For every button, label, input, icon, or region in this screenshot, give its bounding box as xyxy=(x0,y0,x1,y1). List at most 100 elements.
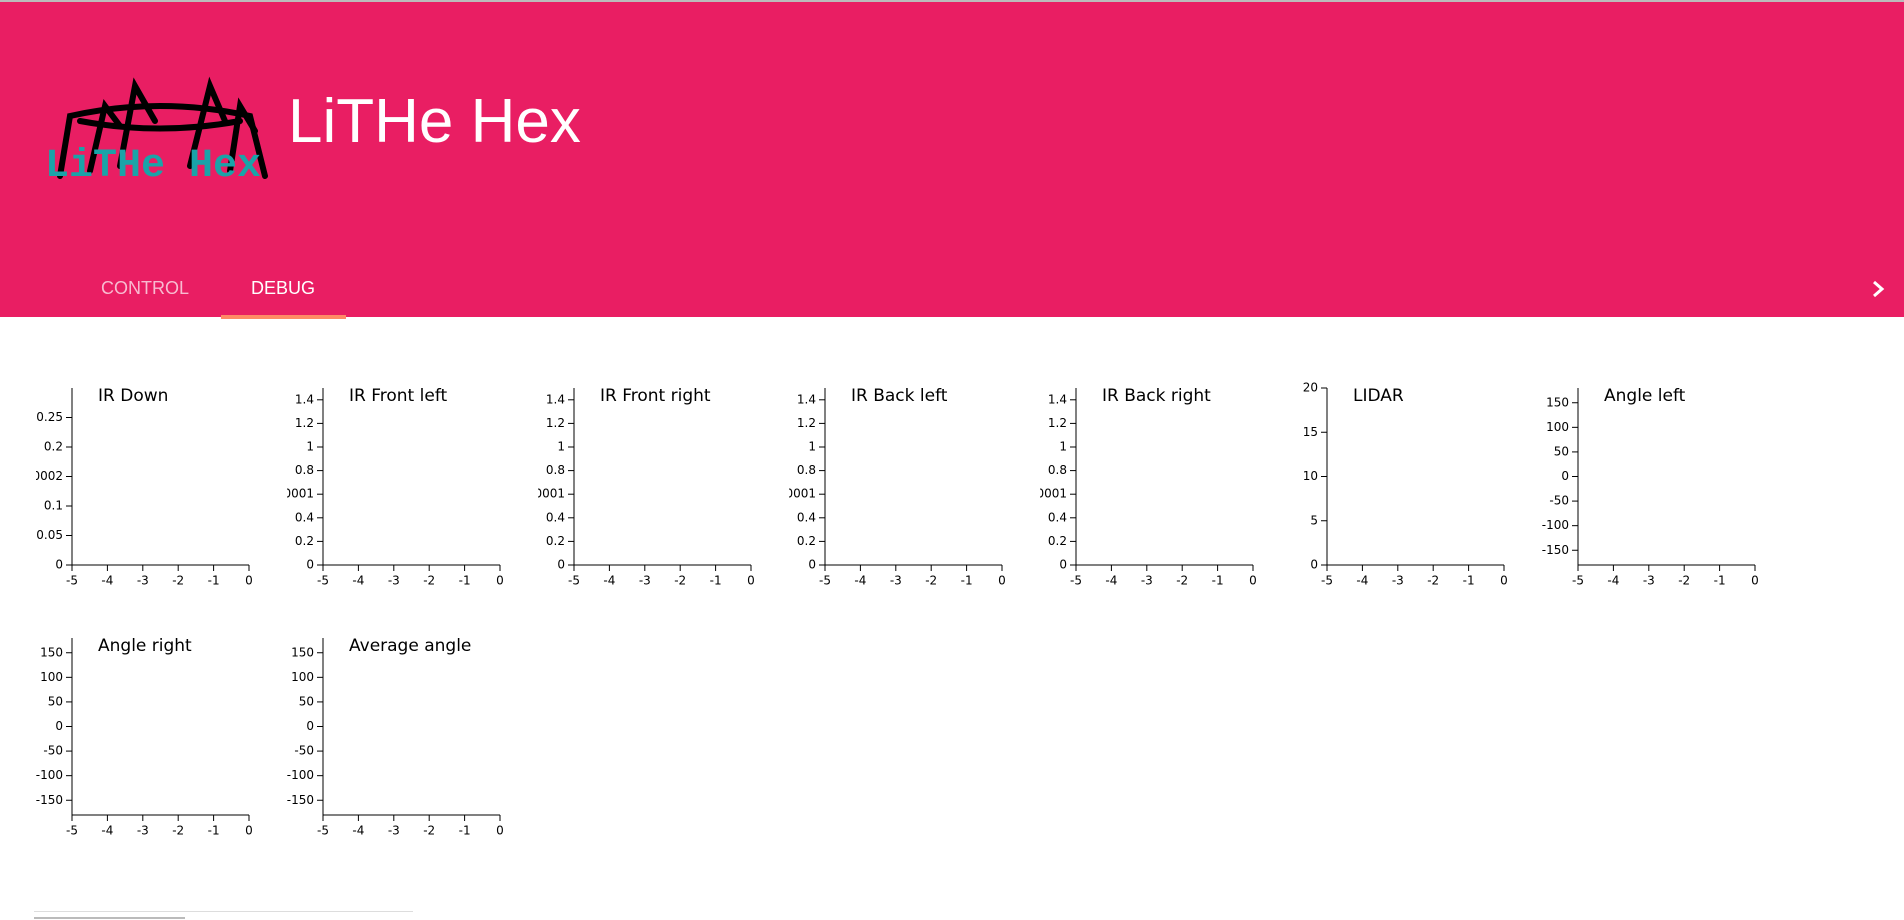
x-tick-label: -5 xyxy=(66,574,78,588)
y-tick-label: 5 xyxy=(1310,513,1318,527)
y-tick-label: 50 xyxy=(299,694,314,708)
y-tick-label: 0 xyxy=(1561,469,1569,483)
y-tick-label: 0 xyxy=(808,558,816,572)
y-tick-label: 150 xyxy=(1546,395,1569,409)
x-tick-label: -4 xyxy=(854,574,866,588)
y-tick-label: -50 xyxy=(1549,494,1569,508)
x-tick-label: -2 xyxy=(1427,574,1439,588)
y-tick-label: 1.2 xyxy=(546,416,565,430)
chart-title: IR Down xyxy=(98,386,168,406)
chart-title: IR Front right xyxy=(600,386,711,406)
y-tick-label: 0.2 xyxy=(1048,534,1067,548)
x-tick-label: -3 xyxy=(1643,574,1655,588)
chart: IR Front right 0 0.2 0.4 0.6000000000000001 0… xyxy=(538,386,755,588)
chart-title: Angle right xyxy=(98,636,192,656)
y-tick-label: -100 xyxy=(36,768,63,782)
y-tick-label: 0.6000000000000001 xyxy=(287,487,314,501)
app-title: LiTHe Hex xyxy=(288,87,581,156)
x-tick-label: 0 xyxy=(496,824,504,838)
y-tick-label: 0.8 xyxy=(797,463,816,477)
x-tick-label: 0 xyxy=(1751,574,1759,588)
y-tick-label: 0.2 xyxy=(44,440,63,454)
y-tick-label: 0 xyxy=(306,719,314,733)
tab[interactable]: DEBUG xyxy=(251,278,316,298)
x-tick-label: -4 xyxy=(603,574,615,588)
y-tick-label: 1.4 xyxy=(546,392,565,406)
x-tick-label: -5 xyxy=(66,824,78,838)
scroll-right-button[interactable] xyxy=(1866,274,1890,304)
x-tick-label: -4 xyxy=(101,574,113,588)
y-tick-label: -150 xyxy=(1542,543,1569,557)
y-tick-label: 100 xyxy=(291,670,314,684)
y-tick-label: 0 xyxy=(557,558,565,572)
chart-title: Average angle xyxy=(349,636,471,656)
y-tick-label: 15 xyxy=(1303,425,1318,439)
y-tick-label: 0.2 xyxy=(797,534,816,548)
chart: Average angle -150 -100 -50 0 50 100 150 -5 -4 -3 -… xyxy=(287,636,504,838)
y-tick-label: 0 xyxy=(306,558,314,572)
x-tick-label: -5 xyxy=(1321,574,1333,588)
x-tick-label: -4 xyxy=(352,824,364,838)
x-tick-label: -4 xyxy=(1105,574,1117,588)
x-tick-label: -5 xyxy=(819,574,831,588)
x-tick-label: -5 xyxy=(317,574,329,588)
y-tick-label: 0.6000000000000001 xyxy=(538,487,565,501)
x-tick-label: -2 xyxy=(423,824,435,838)
x-tick-label: -1 xyxy=(208,574,220,588)
x-tick-label: -2 xyxy=(925,574,937,588)
y-tick-label: 150 xyxy=(40,645,63,659)
y-tick-label: 150 xyxy=(291,645,314,659)
y-tick-label: 50 xyxy=(1554,444,1569,458)
x-tick-label: -2 xyxy=(172,824,184,838)
x-tick-label: -4 xyxy=(101,824,113,838)
chart: IR Front left 0 0.2 0.4 0.6000000000000001 0.… xyxy=(287,386,504,588)
app-header: LiTHe Hex LiTHe Hex CONTROL DEBUG xyxy=(0,0,1904,319)
y-tick-label: -100 xyxy=(1542,518,1569,532)
chart-title: LIDAR xyxy=(1353,386,1404,406)
y-tick-label: 1.4 xyxy=(1048,392,1067,406)
x-tick-label: 0 xyxy=(1500,574,1508,588)
x-tick-label: -1 xyxy=(1463,574,1475,588)
y-tick-label: 0.15000000000000002 xyxy=(36,469,63,483)
x-tick-label: -3 xyxy=(639,574,651,588)
x-tick-label: -2 xyxy=(1678,574,1690,588)
x-tick-label: -3 xyxy=(1392,574,1404,588)
chart: IR Down 0 0.05 0.1 0.15000000000000002 0.2 0.2… xyxy=(36,386,253,588)
y-tick-label: 1.2 xyxy=(1048,416,1067,430)
y-tick-label: 20 xyxy=(1303,381,1318,395)
x-tick-label: 0 xyxy=(496,574,504,588)
y-tick-label: 1 xyxy=(557,440,565,454)
x-tick-label: -3 xyxy=(137,824,149,838)
x-tick-label: 0 xyxy=(998,574,1006,588)
y-tick-label: 1.2 xyxy=(295,416,314,430)
chart: IR Back left 0 0.2 0.4 0.6000000000000001 0.8… xyxy=(789,386,1006,588)
chart-title: IR Back left xyxy=(851,386,948,406)
x-tick-label: 0 xyxy=(245,574,253,588)
scrollbar xyxy=(34,917,185,919)
y-tick-label: 100 xyxy=(40,670,63,684)
x-tick-label: -4 xyxy=(1607,574,1619,588)
x-tick-label: -2 xyxy=(1176,574,1188,588)
x-tick-label: 0 xyxy=(747,574,755,588)
y-tick-label: 0.4 xyxy=(295,510,314,524)
chart-title: IR Back right xyxy=(1102,386,1211,406)
y-tick-label: 0 xyxy=(55,719,63,733)
tab[interactable]: CONTROL xyxy=(101,278,190,298)
y-tick-label: 0.4 xyxy=(546,510,565,524)
x-tick-label: -5 xyxy=(1572,574,1584,588)
chart: Angle left -150 -100 -50 0 50 100 150 -5 -4 -3 -2 -1… xyxy=(1542,386,1759,588)
x-tick-label: 0 xyxy=(245,824,253,838)
x-tick-label: -4 xyxy=(352,574,364,588)
y-tick-label: 100 xyxy=(1546,420,1569,434)
y-tick-label: -100 xyxy=(287,768,314,782)
logo-text: LiTHe Hex xyxy=(45,144,261,186)
y-tick-label: 10 xyxy=(1303,469,1318,483)
y-tick-label: 1.4 xyxy=(797,392,816,406)
logo: LiTHe Hex xyxy=(45,76,268,186)
chart: LIDAR 0 5 10 15 20 -5 -4 -3 -2 -1 0 xyxy=(1303,381,1508,588)
x-tick-label: -2 xyxy=(423,574,435,588)
y-tick-label: 0.4 xyxy=(1048,510,1067,524)
x-tick-label: -2 xyxy=(674,574,686,588)
x-tick-label: -1 xyxy=(710,574,722,588)
